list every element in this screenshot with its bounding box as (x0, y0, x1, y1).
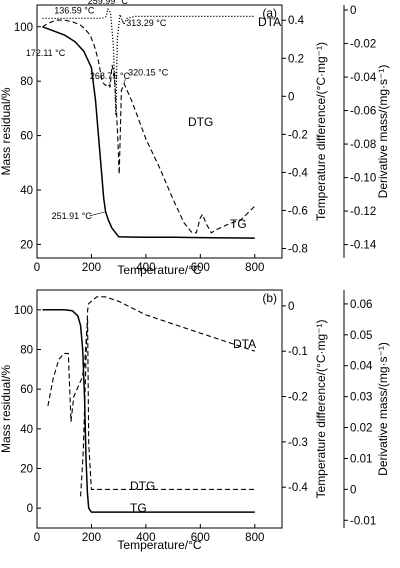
right2-tick-label: -0.06 (350, 106, 376, 118)
right1-tick-label: -0.1 (288, 346, 308, 358)
curve-label-dta: DTA (258, 15, 281, 29)
left-tick-label: 60 (20, 131, 33, 143)
annotation-label: 172.11 °C (26, 48, 66, 58)
curve-label-tg: TG (130, 501, 147, 515)
x-axis-title: Temperature/°C (117, 538, 201, 552)
right2-tick-label: -0.02 (350, 39, 376, 51)
right2-axis-title: Derivative mass/(mg·s⁻¹) (376, 65, 390, 199)
right2-tick-label: 0 (350, 5, 356, 17)
x-tick-label: 0 (34, 532, 40, 544)
right1-tick-label: -0.6 (288, 205, 308, 217)
x-tick-label: 800 (245, 262, 264, 274)
x-tick-label: 200 (82, 532, 101, 544)
annotation-label: 268.75 °C (90, 71, 131, 81)
curve-label-dtg: DTG (188, 115, 213, 129)
right1-tick-label: -0.2 (288, 392, 308, 404)
curve-label-dtg: DTG (130, 479, 155, 493)
right1-tick-label: 0.2 (288, 53, 304, 65)
right2-tick-label: 0.06 (350, 299, 372, 311)
panel-b: 0 200 400 600 800 Temperature/°C 0 20 40 60 80 100 M… (0, 289, 390, 552)
left-tick-label: 100 (14, 305, 33, 317)
x-tick-label: 600 (191, 262, 210, 274)
right2-tick-label: -0.01 (350, 515, 376, 527)
series-dta-line (80, 296, 255, 497)
annotation-label: 320.15 °C (128, 68, 169, 78)
left-tick-label: 20 (20, 464, 33, 476)
curve-label-dta: DTA (233, 337, 256, 351)
series-tg-line (42, 309, 255, 513)
left-tick-label: 40 (20, 424, 33, 436)
plot-frame (36, 289, 283, 529)
annotation-leader (121, 20, 124, 24)
right2-tick-label: -0.04 (350, 72, 377, 84)
right1-tick-label: -0.4 (288, 482, 308, 494)
panel-label: (b) (262, 291, 277, 305)
x-axis-title: Temperature/°C (117, 263, 201, 277)
right2-tick-label: -0.10 (350, 173, 376, 185)
left-tick-label: 0 (27, 503, 33, 515)
annotation-label: 313.29 °C (126, 18, 167, 28)
x-tick-label: 600 (191, 532, 210, 544)
x-tick-label: 400 (136, 532, 155, 544)
right1-tick-label: 0 (288, 91, 294, 103)
annotation-label: 136.59 °C (54, 5, 95, 15)
annotation-leader (123, 78, 126, 84)
left-tick-label: 80 (20, 345, 33, 357)
annotation-label: 251.91 °C (52, 211, 93, 221)
right1-tick-label: -0.2 (288, 129, 308, 141)
right2-tick-label: 0.05 (350, 330, 372, 342)
right2-axis-title: Derivative mass/(mg·s⁻¹) (376, 342, 390, 476)
annotation-label: 259.99 °C (88, 0, 129, 6)
series-dtg-line (42, 19, 256, 234)
right1-tick-label: 0.4 (288, 15, 305, 27)
left-axis-title: Mass residual/% (0, 87, 13, 175)
right2-tick-label: -0.14 (350, 240, 377, 252)
left-tick-label: 80 (20, 76, 33, 88)
left-axis-title: Mass residual/% (0, 365, 13, 453)
curve-label-tg: TG (230, 217, 247, 231)
right2-tick-label: 0.01 (350, 453, 372, 465)
right1-axis-title: Temperature difference/(°C·mg⁻¹) (314, 42, 328, 221)
right1-axis-title: Temperature difference/(°C·mg⁻¹) (314, 320, 328, 499)
x-tick-label: 400 (136, 262, 155, 274)
plot-frame (36, 4, 283, 259)
panel-label: (a) (262, 6, 277, 20)
right2-tick-label: -0.12 (350, 206, 376, 218)
x-tick-label: 800 (245, 532, 264, 544)
right1-tick-label: -0.3 (288, 437, 308, 449)
right1-tick-label: -0.4 (288, 167, 308, 179)
panel-a: 0 200 400 600 800 Temperature/°C 20 40 60 80 100 Ma… (0, 0, 390, 277)
left-tick-label: 20 (20, 239, 33, 251)
series-dtg-line (47, 318, 255, 490)
right2-tick-label: 0.04 (350, 361, 373, 373)
annotation-leader (89, 211, 106, 217)
series-tg-line (42, 26, 255, 239)
left-tick-label: 40 (20, 185, 33, 197)
right2-tick-label: 0.02 (350, 423, 372, 435)
x-tick-label: 0 (34, 262, 40, 274)
right1-tick-label: -0.8 (288, 243, 308, 255)
right2-tick-label: -0.08 (350, 139, 376, 151)
left-tick-label: 100 (14, 22, 33, 34)
left-tick-label: 60 (20, 384, 33, 396)
right2-tick-label: 0.03 (350, 392, 372, 404)
right1-tick-label: 0 (288, 301, 294, 313)
right2-tick-label: 0 (350, 484, 356, 496)
x-tick-label: 200 (82, 262, 101, 274)
